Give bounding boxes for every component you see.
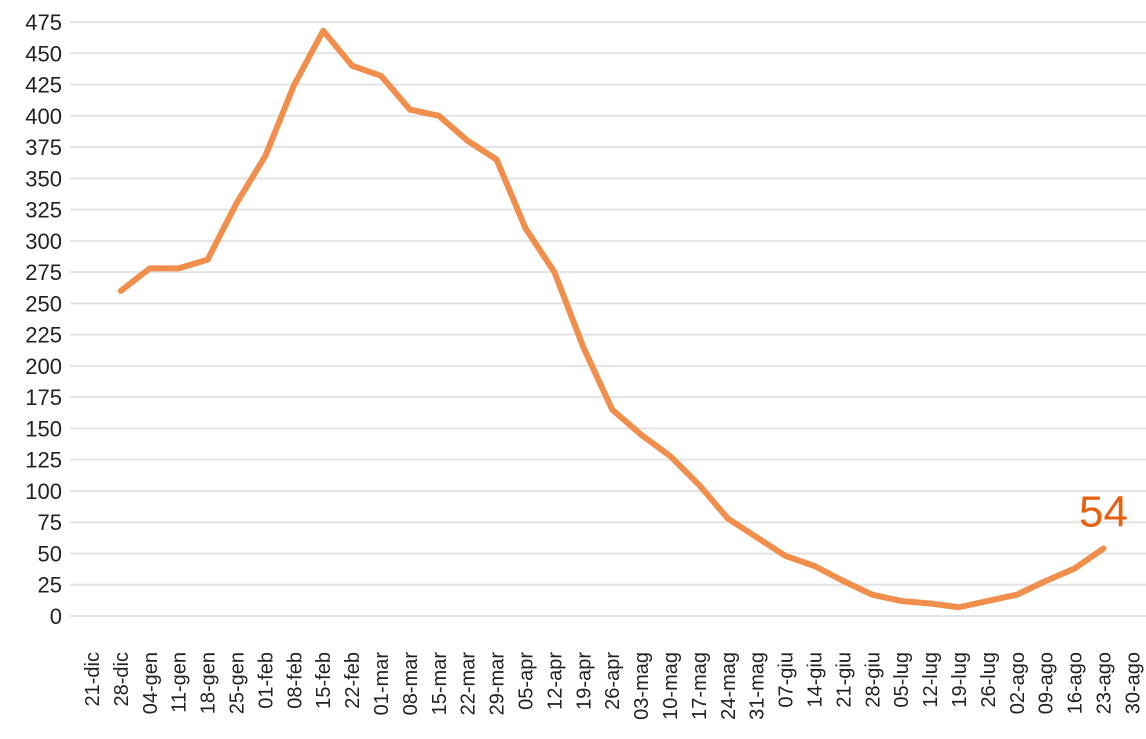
x-tick-label: 05-lug <box>891 652 913 708</box>
x-tick-label: 15-feb <box>313 652 335 709</box>
x-tick-label: 22-feb <box>342 652 364 709</box>
x-tick-label: 07-giu <box>776 652 798 708</box>
x-tick-label: 14-giu <box>805 652 827 708</box>
y-tick-label: 250 <box>25 291 62 316</box>
x-tick-label: 09-ago <box>1036 652 1058 714</box>
x-tick-label: 29-mar <box>487 652 509 716</box>
x-tick-label: 17-mag <box>689 652 711 720</box>
x-tick-label: 22-mar <box>458 652 480 716</box>
y-tick-label: 0 <box>50 604 62 629</box>
x-tick-label: 12-lug <box>920 652 942 708</box>
data-line <box>117 27 1107 611</box>
y-tick-label: 100 <box>25 479 62 504</box>
y-tick-label: 400 <box>25 104 62 129</box>
x-tick-label: 26-lug <box>978 652 1000 708</box>
y-tick-label: 275 <box>25 260 62 285</box>
y-tick-label: 425 <box>25 73 62 98</box>
y-tick-label: 325 <box>25 198 62 223</box>
x-tick-label: 12-apr <box>544 652 566 710</box>
x-tick-label: 16-ago <box>1065 652 1087 714</box>
x-tick-label: 05-apr <box>516 652 538 710</box>
y-tick-label: 150 <box>25 416 62 441</box>
y-tick-label: 450 <box>25 41 62 66</box>
y-tick-label: 75 <box>38 510 62 535</box>
y-tick-label: 300 <box>25 229 62 254</box>
x-tick-label: 31-mag <box>747 652 769 720</box>
x-tick-label: 21-giu <box>833 652 855 708</box>
x-tick-label: 19-apr <box>573 652 595 710</box>
x-tick-label: 11-gen <box>169 652 191 713</box>
x-tick-label: 23-ago <box>1094 652 1116 714</box>
x-tick-label: 15-mar <box>429 652 451 716</box>
x-tick-label: 18-gen <box>198 652 220 714</box>
x-tick-label: 21-dic <box>82 652 104 706</box>
y-tick-label: 125 <box>25 448 62 473</box>
y-tick-label: 50 <box>38 541 62 566</box>
y-tick-label: 475 <box>25 10 62 35</box>
x-tick-label: 08-mar <box>400 652 422 716</box>
x-tick-label: 04-gen <box>140 652 162 714</box>
x-tick-label: 10-mag <box>660 652 682 720</box>
y-tick-label: 175 <box>25 385 62 410</box>
x-tick-label: 26-apr <box>602 652 624 710</box>
x-tick-label: 01-mar <box>371 652 393 716</box>
value-label: 54 <box>1079 487 1128 536</box>
x-tick-label: 28-dic <box>111 652 133 706</box>
y-tick-label: 200 <box>25 354 62 379</box>
x-tick-label: 28-giu <box>862 652 884 708</box>
y-tick-label: 225 <box>25 323 62 348</box>
y-tick-label: 350 <box>25 166 62 191</box>
y-tick-label: 375 <box>25 135 62 160</box>
y-tick-label: 25 <box>38 573 62 598</box>
x-tick-label: 08-feb <box>284 652 306 709</box>
x-tick-label: 03-mag <box>631 652 653 720</box>
x-tick-label: 25-gen <box>227 652 249 714</box>
x-tick-label: 30-ago <box>1122 652 1144 714</box>
x-tick-label: 01-feb <box>255 652 277 709</box>
x-tick-label: 02-ago <box>1007 652 1029 714</box>
x-tick-label: 19-lug <box>949 652 971 708</box>
x-tick-label: 24-mag <box>718 652 740 720</box>
